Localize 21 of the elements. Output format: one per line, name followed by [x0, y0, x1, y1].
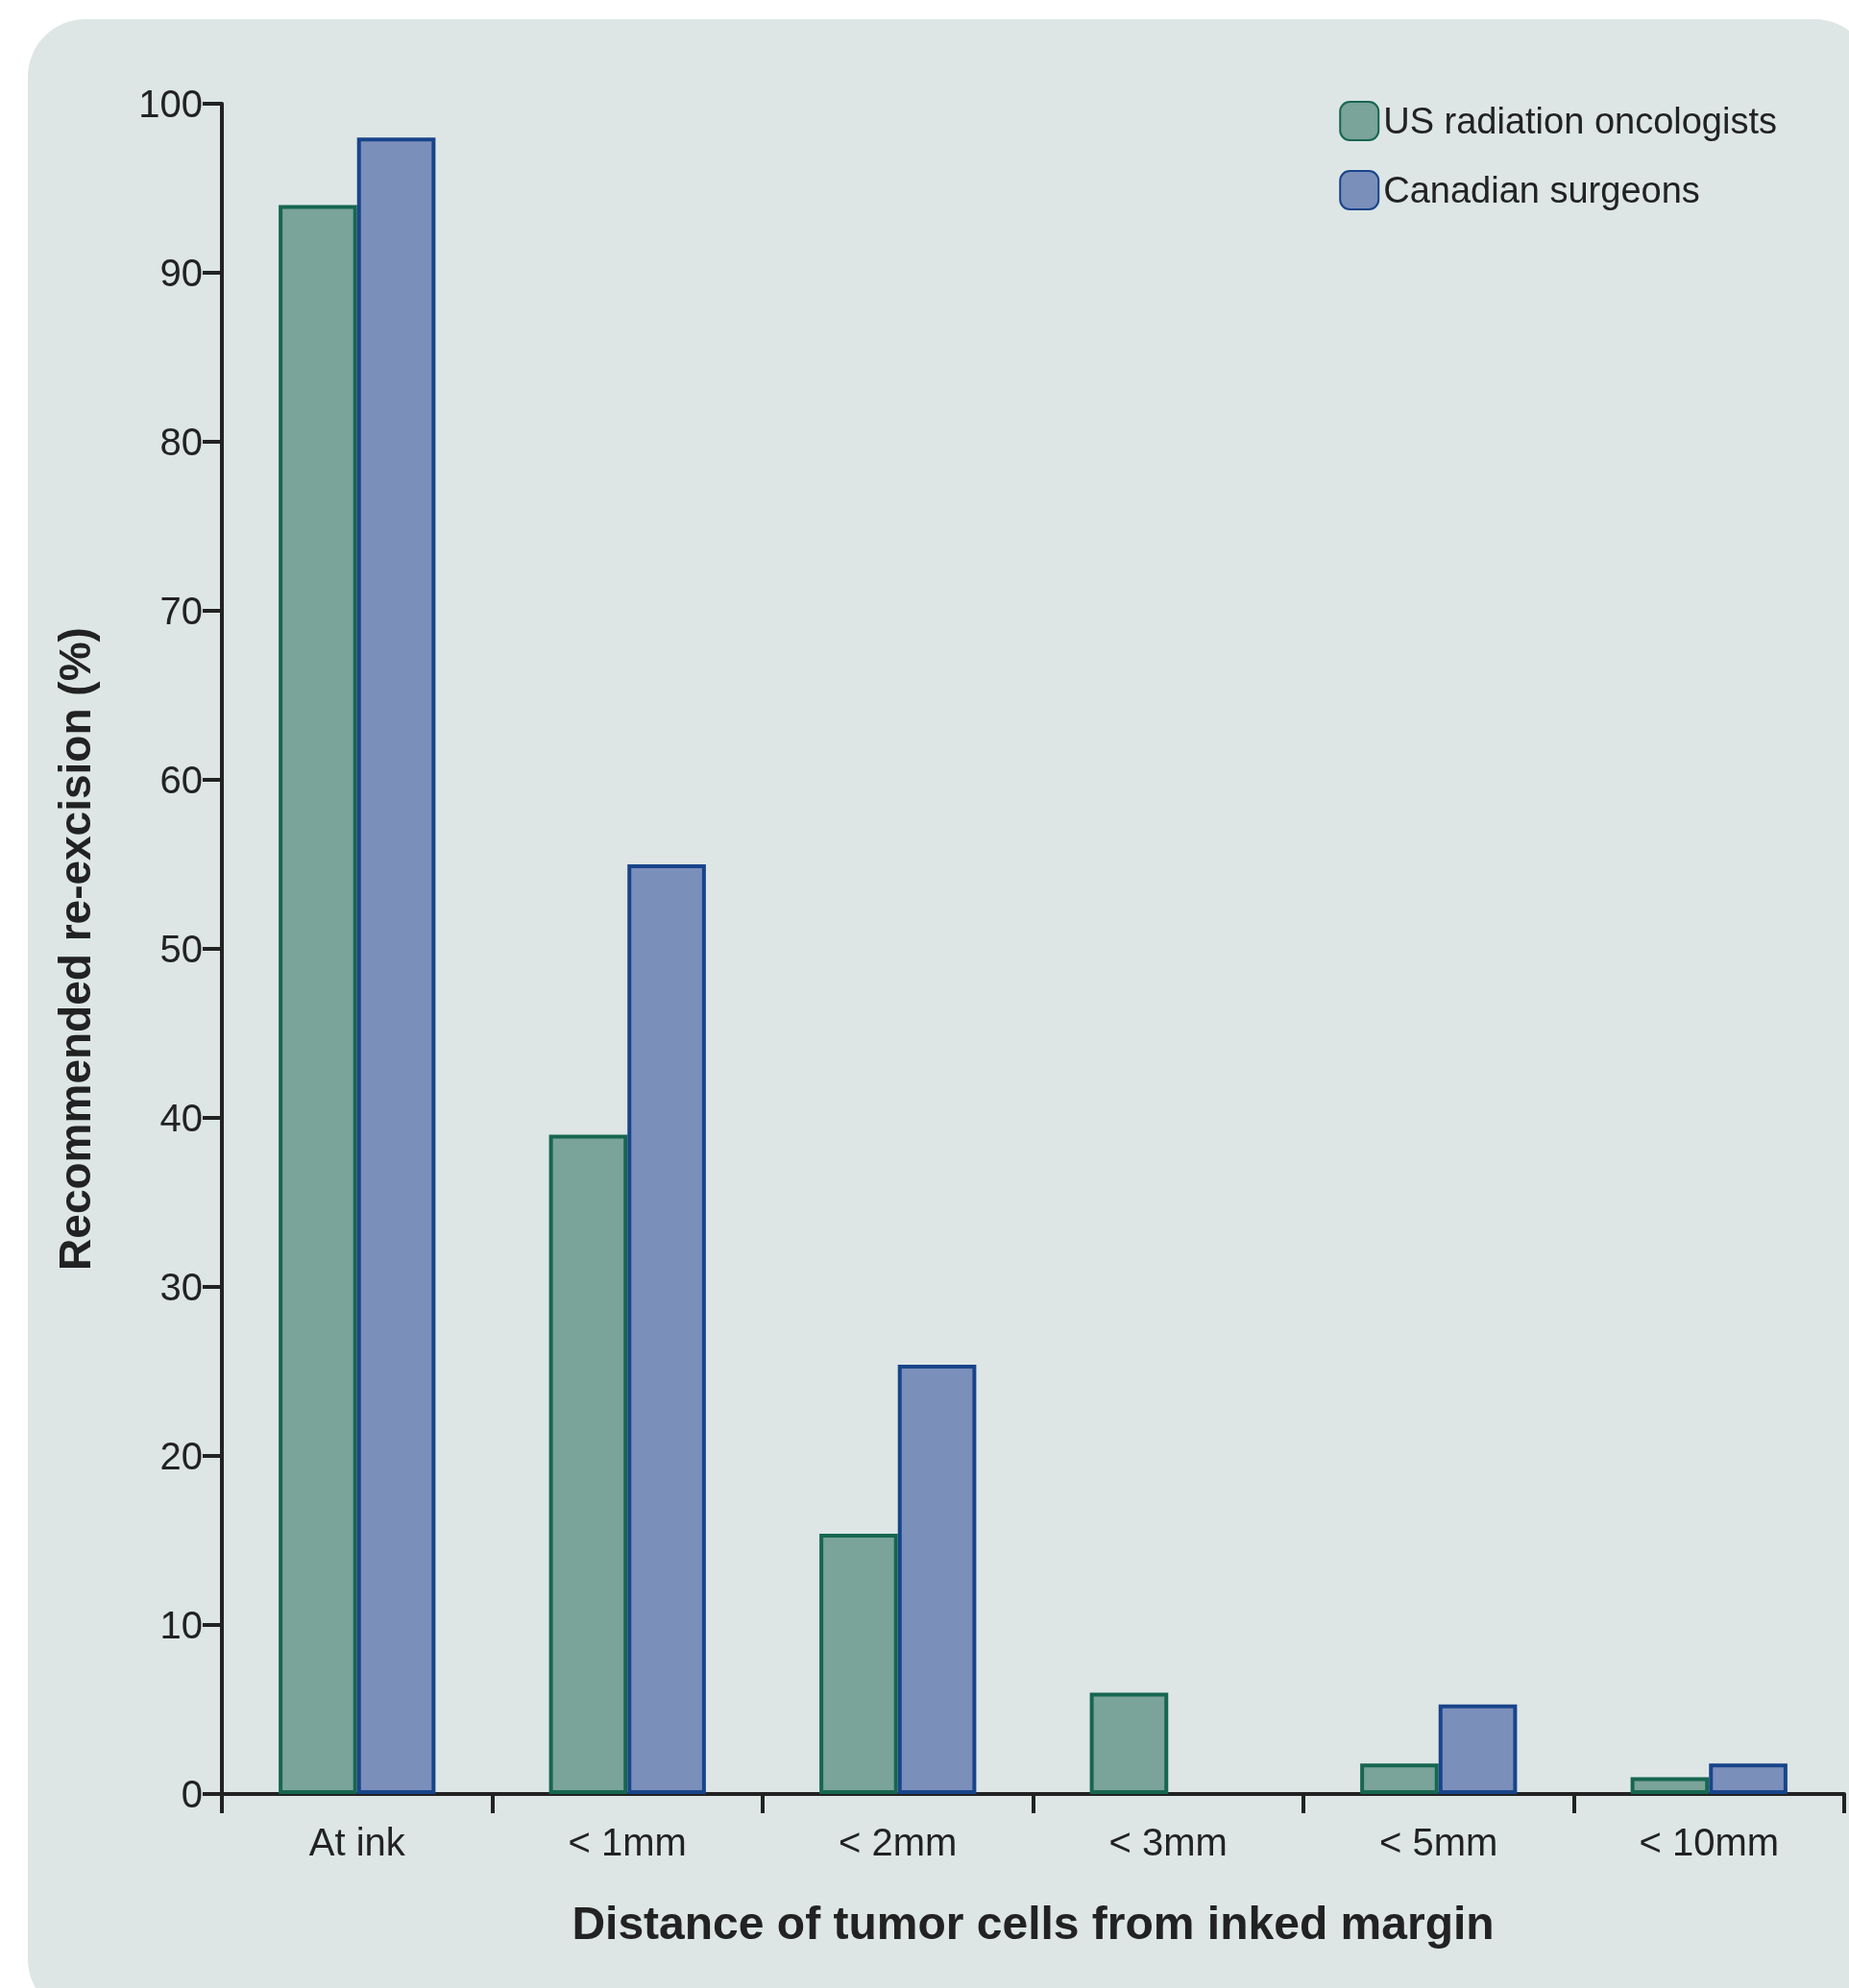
- x-tick-label: < 1mm: [568, 1821, 687, 1863]
- x-tick-label: < 2mm: [839, 1821, 958, 1863]
- y-axis-title: Recommended re-excision (%): [50, 627, 100, 1271]
- y-tick-label: 30: [159, 1266, 203, 1308]
- legend-label: Canadian surgeons: [1383, 170, 1700, 210]
- y-tick-label: 60: [159, 759, 203, 801]
- x-tick-label: At ink: [308, 1821, 406, 1863]
- y-tick-label: 0: [181, 1773, 203, 1815]
- y-tick-label: 100: [138, 83, 203, 125]
- y-tick-label: 80: [159, 421, 203, 463]
- legend-label: US radiation oncologists: [1383, 101, 1777, 141]
- y-tick-label: 90: [159, 252, 203, 294]
- y-tick-label: 70: [159, 590, 203, 632]
- x-axis-title: Distance of tumor cells from inked margin: [572, 1897, 1495, 1949]
- y-tick-label: 10: [159, 1604, 203, 1646]
- x-tick-label: < 5mm: [1379, 1821, 1498, 1863]
- x-tick-label: < 3mm: [1108, 1821, 1228, 1863]
- x-tick-label: < 10mm: [1639, 1821, 1780, 1863]
- y-tick-label: 40: [159, 1097, 203, 1139]
- y-tick-label: 50: [159, 928, 203, 970]
- y-tick-label: 20: [159, 1435, 203, 1477]
